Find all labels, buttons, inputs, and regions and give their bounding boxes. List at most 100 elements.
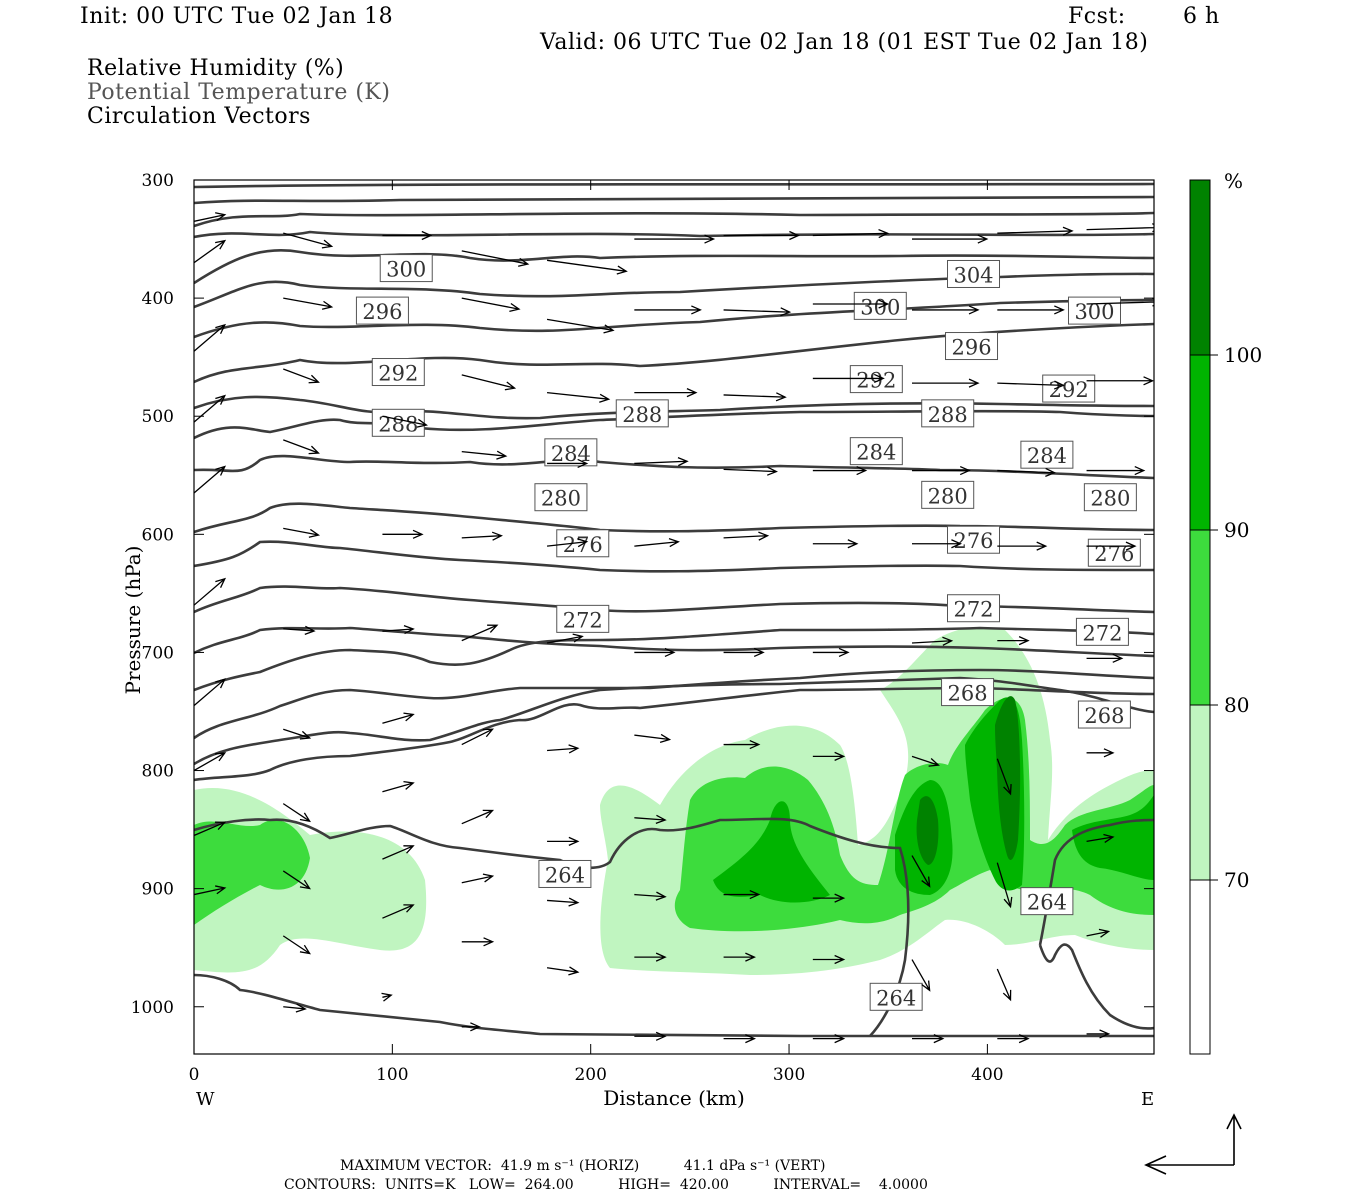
contour-label: 276 bbox=[563, 533, 603, 557]
circulation-vector bbox=[911, 755, 940, 767]
circulation-vector bbox=[546, 966, 580, 976]
circulation-vector bbox=[997, 1034, 1030, 1044]
theta-contour bbox=[194, 395, 1154, 420]
circulation-vector bbox=[812, 465, 868, 476]
west-label: W bbox=[196, 1089, 215, 1110]
colorbar-label: 80 bbox=[1224, 693, 1249, 717]
circulation-vector bbox=[634, 1031, 667, 1041]
circulation-vector bbox=[634, 891, 667, 901]
contour-label-box bbox=[1083, 483, 1137, 512]
circulation-vector bbox=[997, 541, 1048, 551]
init-time: Init: 00 UTC Tue 02 Jan 18 bbox=[80, 4, 394, 29]
circulation-vector bbox=[634, 538, 680, 548]
circulation-vector bbox=[461, 1022, 481, 1032]
circulation-vector bbox=[634, 647, 676, 658]
contour-label-box bbox=[1042, 374, 1096, 403]
circulation-vector bbox=[812, 647, 850, 658]
circulation-vector bbox=[546, 538, 589, 548]
contour-label-box bbox=[853, 291, 907, 320]
circulation-vector bbox=[194, 885, 227, 896]
circulation-vector bbox=[283, 439, 320, 455]
circulation-vector bbox=[997, 380, 1065, 390]
circulation-vector bbox=[382, 529, 424, 539]
circulation-vector bbox=[1086, 541, 1137, 551]
contour-label-box bbox=[1077, 700, 1131, 729]
circulation-vector bbox=[382, 904, 415, 919]
circulation-vector bbox=[283, 1003, 307, 1013]
contour-label: 304 bbox=[953, 263, 993, 287]
circulation-vector bbox=[382, 845, 415, 860]
circulation-vector bbox=[283, 728, 312, 740]
circulation-vector bbox=[282, 803, 311, 823]
circulation-vector bbox=[997, 636, 1030, 646]
circulation-vector bbox=[912, 234, 989, 244]
circulation-vector bbox=[634, 733, 672, 743]
east-label: E bbox=[1141, 1089, 1154, 1110]
contour-label: 264 bbox=[545, 863, 585, 887]
circulation-vector bbox=[546, 259, 628, 275]
contour-label-box bbox=[556, 604, 610, 633]
circulation-vector bbox=[996, 758, 1012, 796]
theta-contour bbox=[194, 817, 910, 1037]
colorbar-unit: % bbox=[1224, 169, 1243, 193]
x-tick-label: 0 bbox=[189, 1065, 200, 1085]
circulation-vector bbox=[194, 752, 227, 772]
contour-label-box bbox=[534, 483, 588, 512]
circulation-vector bbox=[546, 633, 584, 644]
contour-label-box bbox=[1087, 538, 1141, 567]
circulation-vector bbox=[194, 678, 227, 707]
theta-contour bbox=[194, 248, 1154, 285]
circulation-vector bbox=[461, 809, 495, 825]
circulation-vector bbox=[723, 647, 765, 658]
circulation-vector bbox=[1086, 297, 1154, 307]
circulation-vector bbox=[723, 739, 761, 750]
axes: 300 400 500 600 700 800 900 1000 0 100 200 300 400 bbox=[131, 171, 1154, 1085]
circulation-vector bbox=[723, 1034, 756, 1044]
contour-label: 268 bbox=[948, 682, 988, 706]
circulation-vector bbox=[382, 625, 415, 635]
circulation-vector bbox=[812, 373, 885, 384]
circulation-vector bbox=[723, 531, 770, 541]
contour-label: 288 bbox=[622, 403, 662, 427]
circulation-vector bbox=[723, 889, 761, 900]
circulation-vector bbox=[194, 239, 227, 264]
contour-label: 292 bbox=[856, 369, 896, 393]
circulation-vector bbox=[996, 968, 1012, 1002]
circulation-vector bbox=[461, 250, 530, 267]
contour-label: 272 bbox=[563, 608, 603, 632]
circulation-vector bbox=[283, 625, 316, 635]
circulation-vector bbox=[634, 457, 689, 467]
circulation-vector bbox=[634, 814, 667, 824]
circulation-vector bbox=[723, 952, 756, 962]
x-tick-label: 300 bbox=[773, 1065, 805, 1085]
circulation-vector bbox=[996, 862, 1013, 909]
theta-contour bbox=[194, 409, 1154, 440]
circulation-vector bbox=[911, 959, 931, 992]
contour-label-box bbox=[869, 982, 923, 1011]
circulation-vector bbox=[283, 527, 321, 538]
circulation-vector bbox=[461, 297, 521, 312]
y-axis-label: Pressure (hPa) bbox=[121, 546, 145, 695]
circulation-vector bbox=[546, 391, 611, 403]
circulation-vector bbox=[382, 712, 415, 724]
circulation-vector bbox=[283, 232, 334, 249]
circulation-vector bbox=[723, 307, 792, 317]
legend-circulation-vectors: Circulation Vectors bbox=[87, 104, 311, 129]
circulation-vector bbox=[381, 992, 393, 1002]
colorbar-segment bbox=[1189, 354, 1211, 531]
circulation-vector bbox=[461, 624, 499, 642]
relative-humidity-shading bbox=[194, 627, 1154, 975]
circulation-vector bbox=[912, 539, 963, 549]
theta-contour bbox=[194, 626, 1154, 658]
y-tick-label: 1000 bbox=[131, 998, 174, 1018]
circulation-vector bbox=[911, 636, 954, 646]
circulation-vector bbox=[634, 305, 702, 315]
circulation-vector bbox=[194, 577, 227, 606]
contour-label-box bbox=[615, 399, 669, 428]
circulation-vector bbox=[1086, 223, 1154, 233]
circulation-vector bbox=[812, 954, 846, 965]
circulation-vector bbox=[382, 230, 433, 241]
theta-contour bbox=[1038, 943, 1154, 1030]
y-tick-label: 800 bbox=[142, 762, 174, 782]
